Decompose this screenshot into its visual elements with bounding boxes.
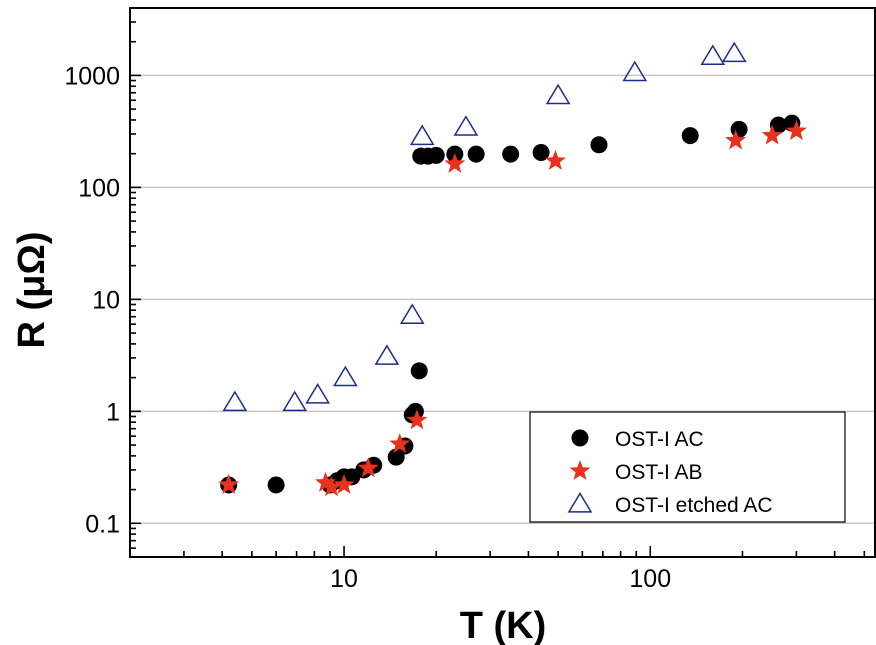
ost-i-ab-point bbox=[444, 152, 466, 173]
y-tick-label: 100 bbox=[78, 174, 120, 202]
ost-i-ac-point bbox=[406, 402, 424, 420]
ost-i-etched-ac-point bbox=[453, 115, 479, 136]
ost-i-ab-point bbox=[785, 120, 807, 141]
ost-i-etched-ac-point bbox=[409, 124, 435, 146]
ost-i-etched-ac-point bbox=[700, 44, 726, 65]
ost-i-ab-point bbox=[218, 473, 240, 494]
gridlines bbox=[130, 74, 876, 525]
ost-i-etched-ac-point bbox=[622, 60, 648, 82]
data-points bbox=[218, 41, 807, 497]
ost-i-etched-ac-point bbox=[222, 390, 248, 412]
legend-label-ost-i-etched-ac: OST-I etched AC bbox=[615, 494, 773, 517]
ost-i-ac-point bbox=[769, 116, 787, 134]
ost-i-etched-ac-point bbox=[333, 365, 358, 387]
ost-i-ab-point bbox=[315, 471, 336, 492]
ost-i-ac-point bbox=[427, 146, 445, 164]
x-axis-title: T (K) bbox=[460, 605, 547, 645]
ost-i-ab-point bbox=[725, 129, 747, 150]
ost-i-ac-point bbox=[730, 120, 748, 138]
axes: 0.1 1 10 100 1000 10 100 bbox=[64, 7, 876, 593]
ost-i-ac-point bbox=[410, 362, 428, 380]
y-tick-label: 0.1 bbox=[85, 510, 120, 538]
ost-i-ac-point bbox=[467, 145, 485, 163]
ost-i-ab-point bbox=[321, 476, 342, 497]
ost-i-etched-ac-point bbox=[545, 83, 571, 105]
ost-i-ac-point bbox=[532, 143, 550, 161]
legend-marker-ost-i-ab bbox=[569, 460, 591, 480]
ost-i-etched-ac-point bbox=[721, 41, 747, 63]
y-tick-label: 1000 bbox=[64, 62, 120, 90]
ost-i-etched-ac-point bbox=[305, 383, 331, 404]
plot-frame bbox=[129, 7, 876, 558]
ost-i-etched-ac-point bbox=[399, 303, 425, 324]
legend-marker-ost-i-ac bbox=[571, 429, 589, 447]
ost-i-ac-point bbox=[502, 145, 520, 163]
ost-i-etched-ac-point bbox=[282, 390, 308, 412]
ost-i-etched-ac-point bbox=[374, 344, 400, 365]
legend-label-ost-i-ab: OST-I AB bbox=[615, 461, 703, 484]
ost-i-ac-point bbox=[590, 136, 608, 154]
ost-i-ab-point bbox=[406, 409, 428, 430]
ost-i-ab-point bbox=[333, 473, 355, 494]
legend-marker-ost-i-etched-ac bbox=[567, 492, 593, 513]
x-tick-label: 10 bbox=[330, 565, 358, 593]
y-axis-title: R (μΩ) bbox=[11, 231, 53, 348]
ost-i-ab-point bbox=[389, 433, 411, 453]
y-tick-label: 10 bbox=[92, 286, 120, 314]
ost-i-ab-point bbox=[357, 457, 379, 478]
ost-i-ab-point bbox=[544, 150, 566, 170]
y-tick-label: 1 bbox=[106, 398, 120, 426]
x-tick-label: 100 bbox=[629, 565, 671, 593]
legend-label-ost-i-ac: OST-I AC bbox=[615, 428, 704, 451]
ost-i-ac-point bbox=[681, 127, 699, 145]
ost-i-ac-point bbox=[267, 476, 285, 494]
legend: OST-I AC OST-I AB OST-I etched AC bbox=[529, 411, 846, 523]
ost-i-ab-point bbox=[761, 124, 783, 145]
